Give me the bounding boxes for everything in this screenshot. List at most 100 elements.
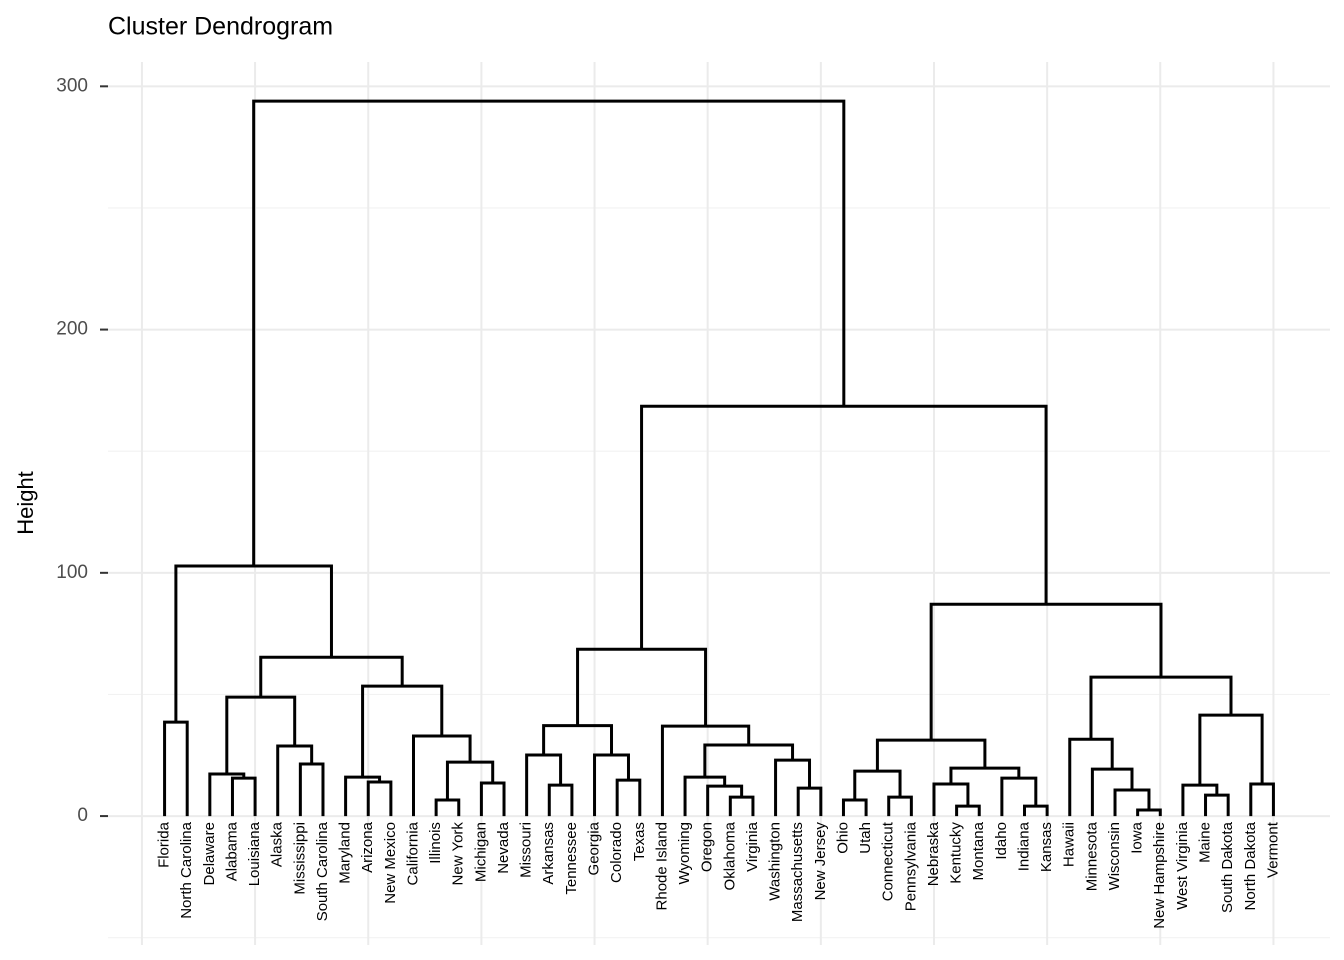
merge — [230, 776, 257, 817]
leaf-label: Montana — [970, 821, 987, 880]
leaf-label: Alabama — [223, 821, 240, 881]
merge — [1249, 782, 1275, 817]
leaf-label: Kentucky — [948, 822, 965, 884]
leaf-label: Illinois — [427, 822, 444, 864]
leaf-label: Alaska — [269, 821, 286, 867]
merge — [163, 720, 189, 817]
merge — [1000, 776, 1038, 817]
merge — [298, 762, 325, 817]
leaf-label: Virginia — [744, 821, 761, 871]
leaf-label: Hawaii — [1061, 822, 1078, 867]
leaf-label: Missouri — [518, 822, 535, 878]
leaf-label: South Carolina — [314, 821, 331, 921]
leaf-label: North Dakota — [1242, 821, 1259, 910]
leaf-label: Oklahoma — [721, 821, 738, 890]
leaf-label: Utah — [857, 822, 874, 854]
merge — [1113, 788, 1151, 817]
leaf-label: Georgia — [586, 821, 603, 875]
merge — [929, 602, 1163, 741]
merge — [576, 647, 708, 727]
merge — [1204, 793, 1230, 817]
leaf-label: Tennessee — [563, 822, 580, 895]
y-tick-label: 300 — [56, 75, 88, 96]
merge — [361, 684, 444, 778]
leaf-label: Washington — [767, 822, 784, 901]
merge — [276, 744, 314, 817]
merge — [640, 404, 1048, 650]
merge — [728, 795, 755, 817]
merge — [1023, 804, 1049, 817]
leaf-label: Arkansas — [540, 822, 557, 885]
leaf-label: Wisconsin — [1106, 822, 1123, 890]
leaf-label: Maine — [1197, 822, 1214, 863]
grid — [108, 62, 1330, 945]
leaf-label: Rhode Island — [653, 822, 670, 910]
leaf-label: Idaho — [993, 822, 1010, 860]
merge — [1181, 783, 1219, 817]
merge — [445, 760, 495, 801]
leaf-label: North Carolina — [178, 821, 195, 918]
leaf-label: West Virginia — [1174, 821, 1191, 909]
merge — [1068, 737, 1114, 817]
merge — [1090, 767, 1134, 817]
merge — [955, 804, 981, 817]
merge — [1198, 713, 1264, 786]
merge — [412, 734, 472, 817]
merge — [887, 795, 913, 817]
merge — [252, 99, 846, 567]
leaf-label: Texas — [631, 822, 648, 861]
merge — [1089, 675, 1233, 740]
leaf-label: Maryland — [337, 822, 354, 884]
leaf-label: Mississippi — [291, 822, 308, 895]
leaf-label: New Mexico — [382, 822, 399, 904]
merge — [841, 798, 868, 817]
leaf-label: Michigan — [472, 822, 489, 882]
merge — [174, 564, 333, 723]
merge — [706, 784, 744, 817]
leaf-label: Minnesota — [1083, 821, 1100, 891]
leaf-label: Florida — [156, 821, 173, 868]
leaf-label: California — [404, 821, 421, 885]
merge — [434, 798, 461, 817]
y-axis-label: Height — [13, 471, 38, 535]
merge — [683, 775, 727, 817]
leaf-label: New York — [450, 822, 467, 886]
merge — [366, 780, 393, 817]
merge — [479, 781, 506, 817]
leaf-label: New Jersey — [812, 822, 829, 901]
leaf-label: Iowa — [1129, 821, 1146, 853]
leaf-label: Colorado — [608, 822, 625, 883]
leaf-label: Arizona — [359, 821, 376, 873]
leaf-label: Wyoming — [676, 822, 693, 884]
merge — [875, 738, 987, 772]
leaf-label: Kansas — [1038, 822, 1055, 872]
merge — [593, 753, 630, 817]
leaf-label: Ohio — [834, 822, 851, 854]
y-tick-label: 0 — [77, 805, 88, 826]
leaf-label: Massachusetts — [789, 822, 806, 922]
merge — [932, 782, 970, 817]
merge — [703, 743, 795, 778]
leaf-label: South Dakota — [1219, 821, 1236, 913]
leaf-label: Louisiana — [246, 821, 263, 886]
merge — [542, 724, 614, 756]
merge — [949, 766, 1021, 784]
merge — [547, 783, 574, 817]
leaf-label: Oregon — [699, 822, 716, 872]
merge — [208, 772, 246, 817]
leaf-label: Nevada — [495, 821, 512, 873]
merge — [796, 786, 823, 817]
leaf-label: Vermont — [1264, 821, 1281, 878]
merge — [225, 695, 297, 774]
leaf-label: New Hampshire — [1151, 822, 1168, 929]
leaf-label: Nebraska — [925, 821, 942, 886]
y-tick-label: 200 — [56, 319, 88, 340]
chart-title: Cluster Dendrogram — [108, 13, 333, 41]
leaf-label: Connecticut — [880, 821, 897, 901]
leaf-label: Pennsylvania — [902, 821, 919, 911]
merge — [259, 655, 404, 698]
leaf-label: Delaware — [201, 822, 218, 885]
merge — [615, 778, 642, 817]
